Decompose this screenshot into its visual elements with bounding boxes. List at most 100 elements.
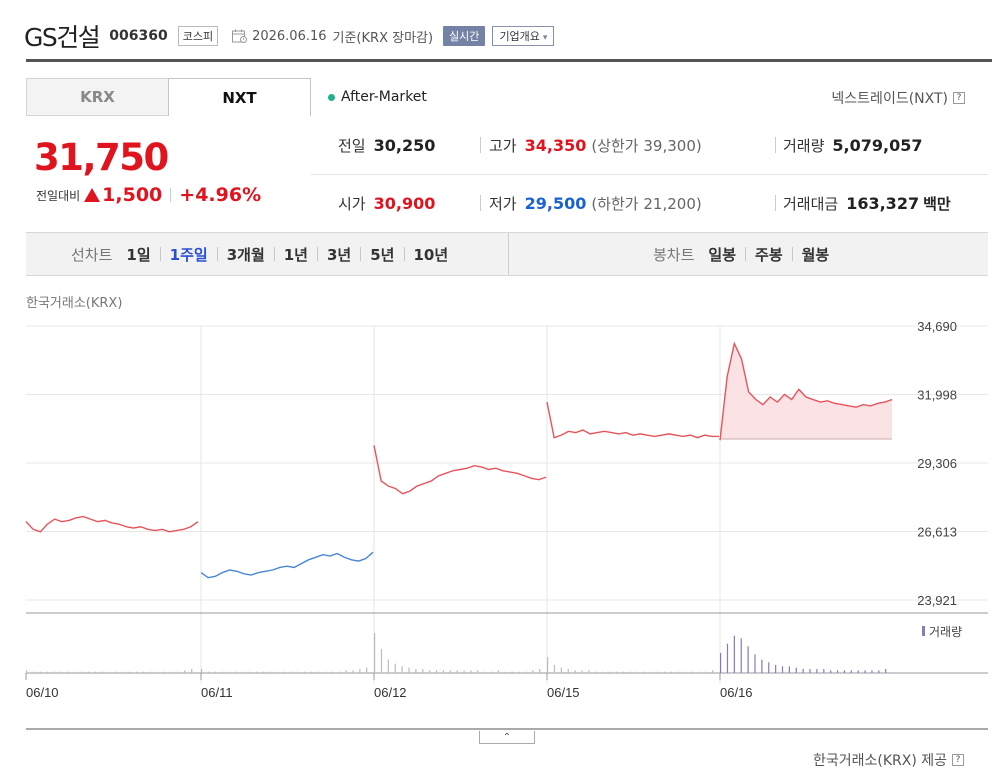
volume-bar <box>429 670 431 673</box>
candle-daily[interactable]: 일봉 <box>708 245 737 264</box>
volume-bar <box>345 670 347 673</box>
help-icon[interactable]: ? <box>953 92 965 104</box>
period-1d[interactable]: 1일 <box>126 245 151 264</box>
candle-chart-label: 봉차트 <box>653 245 695 264</box>
volume-bar <box>504 671 506 673</box>
realtime-button[interactable]: 실시간 <box>443 26 486 46</box>
status-dot-icon <box>328 93 335 101</box>
volume-bar <box>622 671 624 673</box>
company-info-button[interactable]: 기업개요 ▾ <box>492 26 555 46</box>
x-tick-label: 06/11 <box>201 685 233 700</box>
volume-bar <box>477 670 479 673</box>
period-1w[interactable]: 1주일 <box>169 245 208 264</box>
volume-bar <box>170 671 172 673</box>
period-5y[interactable]: 5년 <box>370 245 395 264</box>
volume-bar <box>657 671 659 673</box>
volume-bar <box>532 670 534 673</box>
period-3y[interactable]: 3년 <box>327 245 352 264</box>
candle-weekly[interactable]: 주봉 <box>755 245 783 264</box>
volume-bar <box>53 671 55 673</box>
volume-bar <box>574 670 576 673</box>
volume-bar <box>269 671 271 673</box>
period-separator <box>360 247 362 261</box>
volume-bar <box>484 671 486 673</box>
change-separator <box>170 188 172 202</box>
x-tick-label: 06/16 <box>720 685 753 700</box>
tab-nxt[interactable]: NXT <box>168 78 311 116</box>
volume-bar <box>311 671 313 673</box>
stat-value: 34,350 <box>524 135 587 155</box>
volume-bar <box>380 649 383 673</box>
volume-bar <box>442 670 444 673</box>
volume-bar <box>857 670 859 673</box>
volume-bar <box>525 671 527 673</box>
price-series-line <box>546 401 719 439</box>
volume-bar <box>324 671 327 673</box>
volume-bar <box>788 666 790 673</box>
volume-bar <box>740 638 742 673</box>
collapse-chart-button[interactable]: ⌃ <box>479 731 535 744</box>
volume-bar <box>588 670 590 673</box>
volume-bar <box>781 666 784 673</box>
stock-code: 006360 <box>109 28 168 44</box>
stat-value: 5,079,057 <box>832 135 923 155</box>
volume-bar <box>705 671 707 673</box>
volume-bar <box>142 671 145 673</box>
company-info-label: 기업개요 <box>499 30 540 43</box>
change-amount: 1,500 <box>102 184 163 206</box>
volume-bar <box>87 671 90 673</box>
volume-bar <box>698 671 700 673</box>
period-1y[interactable]: 1년 <box>283 245 308 264</box>
stat-value: 30,250 <box>373 135 436 155</box>
volume-bar <box>691 671 693 673</box>
volume-bar <box>359 669 361 673</box>
tab-krx[interactable]: KRX <box>26 78 168 116</box>
volume-bar <box>46 671 48 673</box>
volume-bar <box>387 659 389 673</box>
volume-bar <box>283 671 285 673</box>
candle-monthly[interactable]: 월봉 <box>801 245 830 264</box>
chart-source-caption: 한국거래소(KRX) <box>26 296 123 311</box>
y-tick-label: 23,921 <box>917 593 957 608</box>
volume-bar <box>650 671 652 673</box>
volume-bar <box>615 671 617 673</box>
price-change: 전일대비 1,500 +4.96% <box>36 184 261 206</box>
volume-bar <box>663 671 666 673</box>
chevron-up-icon: ⌃ <box>502 731 512 743</box>
volume-bar <box>149 671 152 673</box>
volume-bar <box>809 669 811 673</box>
x-tick-label: 06/10 <box>26 685 59 700</box>
stat-separator <box>775 195 776 211</box>
volume-bar <box>768 662 770 673</box>
stat-prev-close: 전일 30,250 <box>338 116 435 174</box>
volume-legend-swatch <box>922 626 925 636</box>
stat-high: 고가 34,350 (상한가 39,300) <box>489 116 702 174</box>
period-10y[interactable]: 10년 <box>413 245 449 264</box>
volume-bar <box>207 671 210 673</box>
volume-bar <box>304 671 306 673</box>
nxt-label: 넥스트레이드(NXT) <box>831 91 948 107</box>
volume-bar <box>262 671 265 673</box>
help-icon[interactable]: ? <box>952 754 964 766</box>
volume-bar <box>636 671 638 673</box>
volume-bar <box>221 671 223 673</box>
period-3m[interactable]: 3개월 <box>226 245 265 264</box>
volume-bar <box>422 669 424 673</box>
volume-bar <box>629 671 631 673</box>
line-chart-label: 선차트 <box>71 245 113 264</box>
stock-stats: 전일 30,250 고가 34,350 (상한가 39,300) 거래량 5,0… <box>311 116 988 232</box>
volume-bar <box>456 670 458 673</box>
stats-row: 시가 30,900 저가 29,500 (하한가 21,200) 거래대금 16… <box>311 174 988 232</box>
volume-bar <box>74 671 76 673</box>
volume-bar <box>581 670 583 673</box>
period-separator <box>159 247 161 261</box>
y-tick-label: 34,690 <box>917 319 957 334</box>
volume-bar <box>101 671 103 673</box>
nxt-exchange-link[interactable]: 넥스트레이드(NXT) ? <box>831 88 965 108</box>
volume-bar <box>214 671 216 673</box>
volume-bar <box>802 669 804 673</box>
volume-bar <box>228 671 230 673</box>
volume-bar <box>518 671 520 673</box>
volume-bar <box>885 669 887 673</box>
